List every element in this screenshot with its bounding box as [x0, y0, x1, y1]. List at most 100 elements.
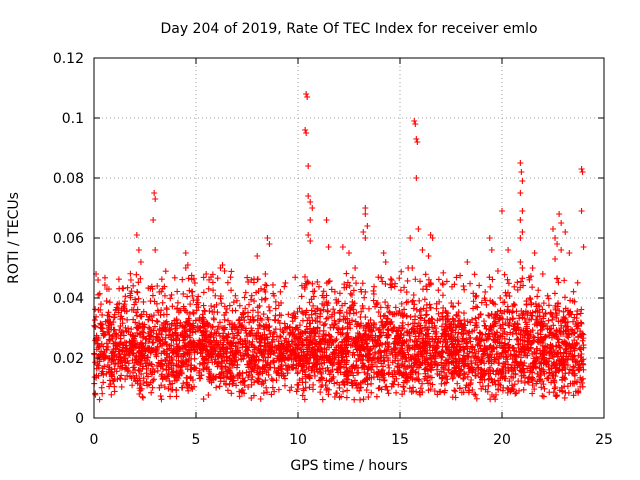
data-point: [329, 362, 336, 369]
data-point: [248, 292, 255, 299]
data-point: [434, 361, 441, 368]
data-point: [133, 324, 140, 331]
data-point: [511, 351, 518, 358]
data-point: [417, 315, 424, 322]
data-point: [139, 393, 146, 400]
data-point: [416, 308, 423, 315]
data-point: [344, 387, 351, 394]
data-point: [233, 382, 240, 389]
data-point: [545, 317, 552, 324]
data-point: [304, 94, 311, 100]
data-point: [447, 321, 454, 328]
data-point: [227, 376, 234, 383]
data-point: [514, 335, 521, 342]
data-point: [512, 390, 519, 397]
data-point: [136, 320, 143, 327]
data-point: [154, 345, 161, 352]
data-point: [518, 169, 525, 175]
data-point: [415, 351, 422, 358]
data-point: [351, 396, 358, 403]
data-point: [495, 386, 502, 393]
data-point: [336, 290, 343, 297]
data-point: [141, 321, 148, 328]
data-point: [343, 341, 350, 348]
data-point: [96, 343, 103, 350]
data-point: [553, 275, 560, 282]
data-point: [453, 274, 460, 281]
data-point: [106, 299, 113, 306]
data-point: [368, 327, 375, 334]
data-point: [91, 351, 98, 358]
data-point: [118, 383, 125, 390]
data-point: [323, 217, 330, 223]
data-point: [297, 333, 304, 340]
data-point: [478, 385, 485, 392]
data-point: [408, 388, 415, 395]
data-point: [417, 391, 424, 398]
data-point: [122, 345, 129, 352]
data-point: [494, 367, 501, 374]
data-point: [253, 353, 260, 360]
data-point: [550, 322, 557, 329]
data-point: [317, 389, 324, 396]
data-point: [551, 290, 558, 297]
data-point: [505, 367, 512, 374]
data-point: [328, 342, 335, 349]
data-point: [486, 274, 493, 281]
data-point: [429, 381, 436, 388]
data-point: [268, 391, 275, 398]
data-point: [111, 388, 118, 395]
data-point: [215, 359, 222, 366]
data-point: [493, 344, 500, 351]
data-point: [179, 333, 186, 340]
data-point: [540, 313, 547, 320]
data-points: [91, 91, 587, 403]
data-point: [232, 307, 239, 314]
data-point: [465, 330, 472, 337]
data-point: [187, 366, 194, 373]
data-point: [534, 313, 541, 320]
data-point: [252, 362, 259, 369]
data-point: [167, 381, 174, 388]
data-point: [554, 353, 561, 360]
data-point: [288, 384, 295, 391]
data-point: [455, 329, 462, 336]
data-point: [564, 342, 571, 349]
data-point: [376, 334, 383, 341]
data-point: [100, 379, 107, 386]
data-point: [353, 362, 360, 369]
data-point: [384, 339, 391, 346]
data-point: [189, 309, 196, 316]
data-point: [502, 348, 509, 355]
data-point: [188, 344, 195, 351]
data-point: [439, 292, 446, 299]
data-point: [281, 283, 288, 290]
data-point: [561, 294, 568, 301]
data-point: [318, 374, 325, 381]
data-point: [519, 178, 526, 184]
data-point: [531, 386, 538, 393]
data-point: [271, 364, 278, 371]
data-point: [282, 375, 289, 382]
data-point: [162, 320, 169, 327]
data-point: [370, 297, 377, 304]
data-point: [431, 387, 438, 394]
data-point: [260, 390, 267, 397]
data-point: [417, 314, 424, 321]
data-point: [440, 349, 447, 356]
data-point: [578, 166, 585, 172]
data-point: [158, 350, 165, 357]
data-point: [465, 389, 472, 396]
data-point: [335, 342, 342, 349]
data-point: [380, 313, 387, 320]
data-point: [130, 332, 137, 339]
data-point: [123, 339, 130, 346]
data-point: [311, 354, 318, 361]
data-point: [294, 308, 301, 315]
data-point: [284, 370, 291, 377]
data-point: [117, 323, 124, 330]
data-point: [411, 301, 418, 308]
data-point: [432, 360, 439, 367]
data-point: [92, 323, 99, 330]
data-point: [451, 387, 458, 394]
